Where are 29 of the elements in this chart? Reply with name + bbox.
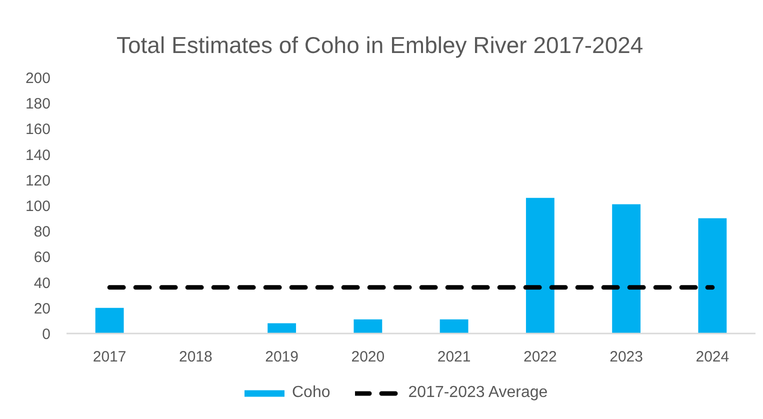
y-tick-label: 20 bbox=[34, 300, 51, 318]
bar bbox=[354, 319, 382, 334]
x-tick-label: 2020 bbox=[351, 348, 385, 366]
legend-label: 2017-2023 Average bbox=[408, 384, 548, 402]
legend-label: Coho bbox=[292, 384, 330, 402]
x-tick-label: 2017 bbox=[92, 348, 126, 366]
bar bbox=[698, 218, 727, 334]
x-tick-label: 2023 bbox=[610, 348, 644, 366]
y-tick-label: 40 bbox=[34, 274, 51, 292]
x-tick-label: 2018 bbox=[179, 348, 212, 366]
y-tick-label: 120 bbox=[25, 172, 51, 190]
bar bbox=[95, 308, 124, 334]
y-tick-label: 160 bbox=[25, 121, 51, 138]
y-tick-label: 140 bbox=[25, 146, 51, 164]
x-tick-label: 2022 bbox=[524, 348, 557, 366]
bar bbox=[440, 319, 468, 334]
bar bbox=[612, 204, 641, 334]
bar bbox=[526, 198, 554, 334]
x-tick-label: 2019 bbox=[265, 348, 299, 366]
y-tick-label: 200 bbox=[25, 70, 51, 87]
x-tick-label: 2024 bbox=[696, 348, 730, 366]
y-tick-label: 80 bbox=[34, 224, 51, 241]
bar bbox=[268, 323, 296, 334]
chart-title: Total Estimates of Coho in Embley River 2017-2024 bbox=[116, 32, 644, 58]
y-tick-label: 180 bbox=[25, 96, 51, 113]
x-tick-label: 2021 bbox=[437, 348, 471, 366]
y-tick-label: 0 bbox=[42, 326, 50, 343]
y-tick-label: 100 bbox=[25, 198, 51, 215]
y-tick-label: 60 bbox=[34, 249, 51, 266]
